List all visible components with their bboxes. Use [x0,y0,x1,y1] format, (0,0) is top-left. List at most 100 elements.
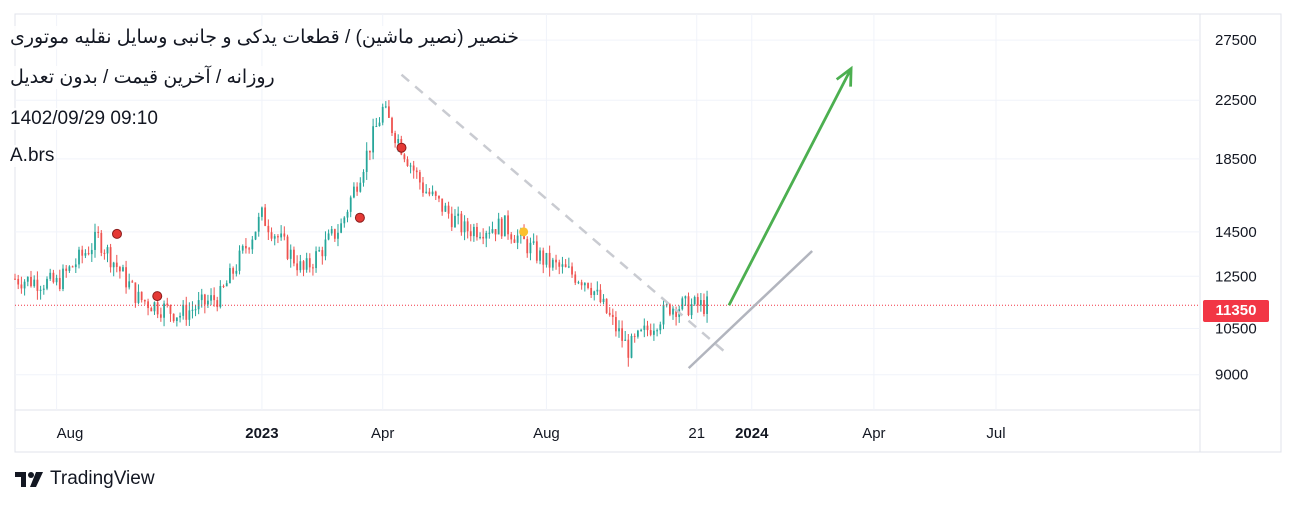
candle-up [503,215,506,237]
x-tick-label: Aug [57,425,84,442]
candle-down [71,266,74,268]
candle-up [479,236,481,238]
candle-down [302,261,305,270]
candle-down [580,282,583,286]
candle-up [539,250,541,261]
candle-up [545,252,548,265]
candle-up [596,289,599,292]
candle-down [216,300,219,308]
candle-down [703,300,705,314]
candle-up [346,211,349,218]
candle-down [118,266,121,272]
chart-datetime: 1402/09/29 09:10 [10,108,158,130]
brand[interactable]: TradingView [14,468,155,490]
candle-up [219,285,222,308]
candle-down [267,225,270,233]
x-tick-label: Apr [862,425,885,442]
candle-up [567,266,570,268]
candle-down [248,248,251,250]
candle-up [602,298,605,303]
candle-down [293,249,295,264]
candle-up [182,304,185,316]
candle-up [280,233,283,238]
candle-down [100,232,103,253]
candle-up [643,325,646,330]
candle-up [238,250,241,271]
candle-down [87,253,90,255]
candle-up [191,309,194,311]
candle-down [542,250,545,265]
candle-up [84,253,87,256]
x-tick-label: 2023 [245,425,278,442]
candle-up [251,239,254,250]
candle-down [81,249,84,256]
candle-up [529,242,532,254]
candle-up [353,186,355,198]
candle-down [412,165,415,171]
candle-down [30,276,32,287]
candle-down [115,262,118,267]
candle-down [510,234,513,240]
candle-down [131,281,134,283]
candle-down [147,301,149,309]
candle-up [681,298,684,310]
candle-down [469,231,472,237]
candle-down [134,282,137,303]
signal-marker [396,142,407,153]
candle-down [438,195,440,199]
candle-up [431,191,434,195]
candle-down [611,314,614,318]
candle-down [418,172,421,183]
candle-down [308,258,311,268]
candle-down [513,239,516,243]
candle-up [39,289,42,291]
y-tick-label: 10500 [1215,321,1257,338]
candle-up [299,261,302,271]
candle-up [74,264,77,268]
candle-up [55,277,58,283]
x-tick-label: 21 [688,425,705,442]
candle-down [312,267,314,269]
candle-up [551,259,554,268]
candle-up [583,283,586,286]
x-tick-label: Jul [986,425,1005,442]
candle-down [526,239,529,254]
candle-up [485,232,488,239]
candle-up [381,106,384,123]
candle-down [422,182,424,193]
candle-down [646,325,649,331]
candle-up [122,267,124,272]
candle-down [270,232,273,239]
candle-up [690,304,693,316]
y-tick-label: 27500 [1215,32,1257,49]
candle-up [491,229,494,233]
candle-up [197,300,200,310]
support-trendline [687,250,814,370]
candle-down [156,302,159,315]
candle-up [359,182,362,192]
y-tick-label: 12500 [1215,268,1257,285]
candle-down [450,213,453,228]
candle-up [241,245,244,251]
candle-up [624,339,627,341]
candle-down [333,229,336,239]
candle-up [497,218,500,235]
candle-down [441,198,444,212]
candle-down [460,213,463,233]
y-tick-label: 14500 [1215,224,1257,241]
candle-up [62,268,64,290]
candle-up [375,126,378,128]
candle-up [577,282,580,284]
candle-down [669,304,671,315]
candle-up [200,294,203,301]
candle-down [277,236,279,238]
x-tick-label: Apr [371,425,394,442]
y-tick-label: 22500 [1215,92,1257,109]
candle-up [488,232,491,234]
candle-down [590,287,593,295]
candle-up [340,223,343,233]
candle-up [90,249,93,255]
candle-down [17,278,20,285]
candle-up [337,232,339,239]
